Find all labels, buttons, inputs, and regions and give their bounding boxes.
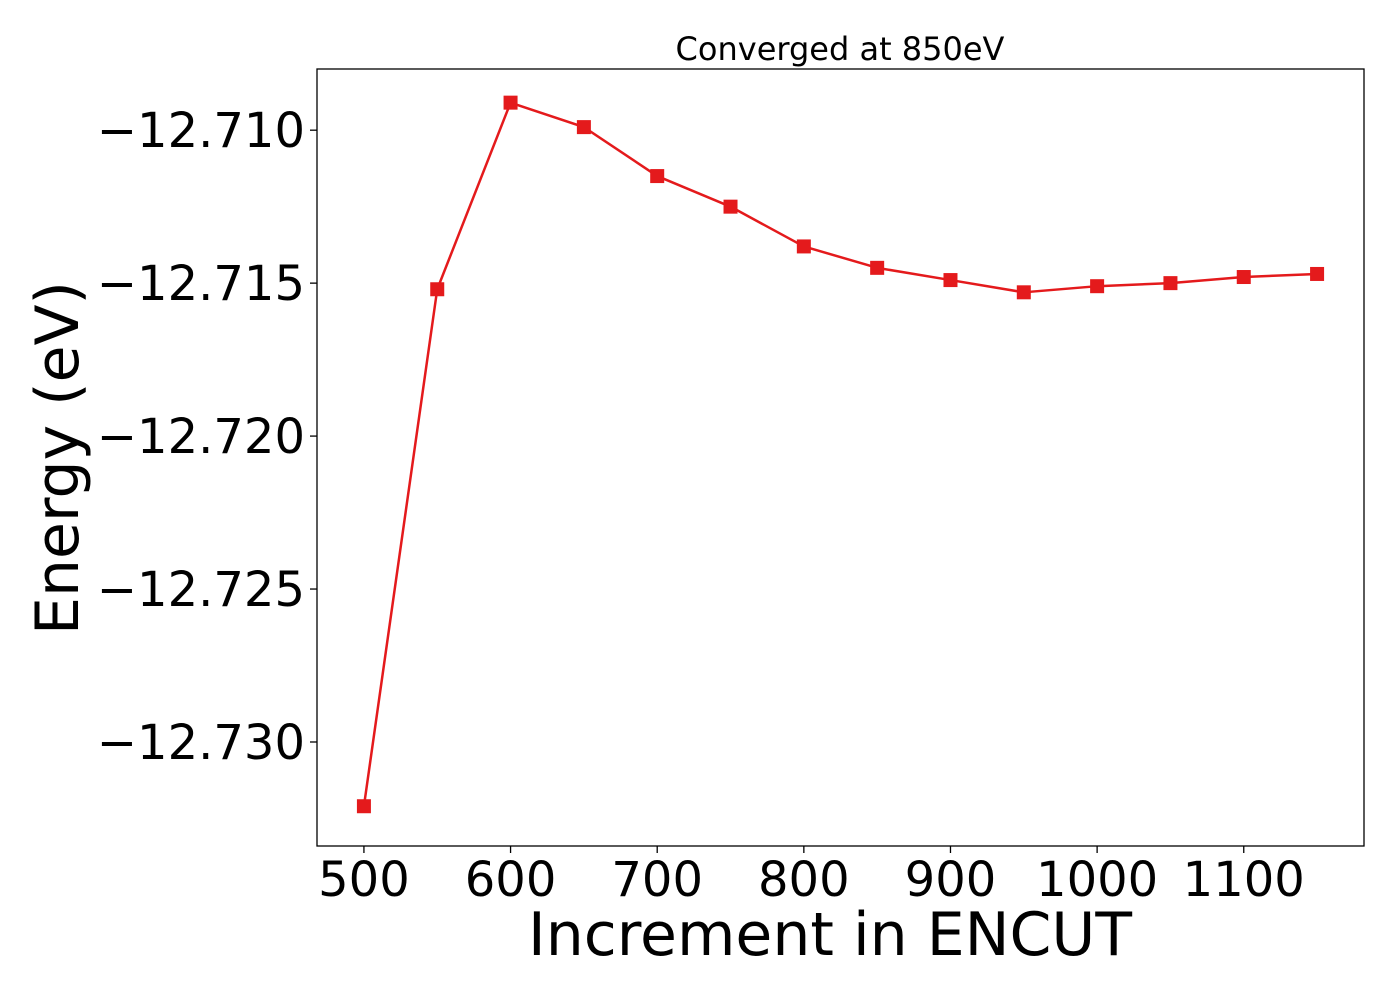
data-point-marker bbox=[1236, 270, 1251, 285]
data-point-marker bbox=[430, 282, 445, 297]
data-point-marker bbox=[723, 199, 738, 214]
x-tick-label: 500 bbox=[318, 852, 410, 908]
y-axis-label: Energy (eV) bbox=[23, 281, 93, 635]
series-line bbox=[362, 101, 1318, 807]
y-tick-label: −12.725 bbox=[97, 562, 305, 618]
x-axis-label: Increment in ENCUT bbox=[528, 900, 1132, 970]
y-tick-label: −12.730 bbox=[97, 715, 305, 771]
x-tick-label: 1000 bbox=[1036, 852, 1158, 908]
data-point-marker bbox=[576, 120, 591, 135]
data-point-marker bbox=[1163, 276, 1178, 291]
series-layer bbox=[356, 95, 1325, 814]
x-tick-label: 1100 bbox=[1183, 852, 1305, 908]
y-tick-label: −12.715 bbox=[97, 256, 305, 312]
x-axis-ticks: 500 600 700 800 900 1000 1100 bbox=[318, 846, 1305, 908]
x-tick-label: 700 bbox=[611, 852, 703, 908]
data-point-marker bbox=[943, 273, 958, 288]
y-axis-ticks: −12.710 −12.715 −12.720 −12.725 −12.730 bbox=[97, 103, 317, 771]
data-point-marker bbox=[870, 260, 885, 275]
y-tick-label: −12.710 bbox=[97, 103, 305, 159]
data-point-marker bbox=[356, 799, 371, 814]
x-tick-label: 800 bbox=[758, 852, 850, 908]
chart-title: Converged at 850eV bbox=[676, 30, 1005, 68]
y-tick-label: −12.720 bbox=[97, 409, 305, 465]
data-point-marker bbox=[1016, 285, 1031, 300]
data-point-marker bbox=[1310, 266, 1325, 281]
data-point-marker bbox=[1090, 279, 1105, 294]
plot-area-frame bbox=[316, 68, 1365, 847]
data-point-marker bbox=[796, 239, 811, 254]
data-point-marker bbox=[650, 169, 665, 184]
x-tick-label: 600 bbox=[465, 852, 557, 908]
data-point-marker bbox=[503, 95, 518, 110]
x-tick-label: 900 bbox=[905, 852, 997, 908]
